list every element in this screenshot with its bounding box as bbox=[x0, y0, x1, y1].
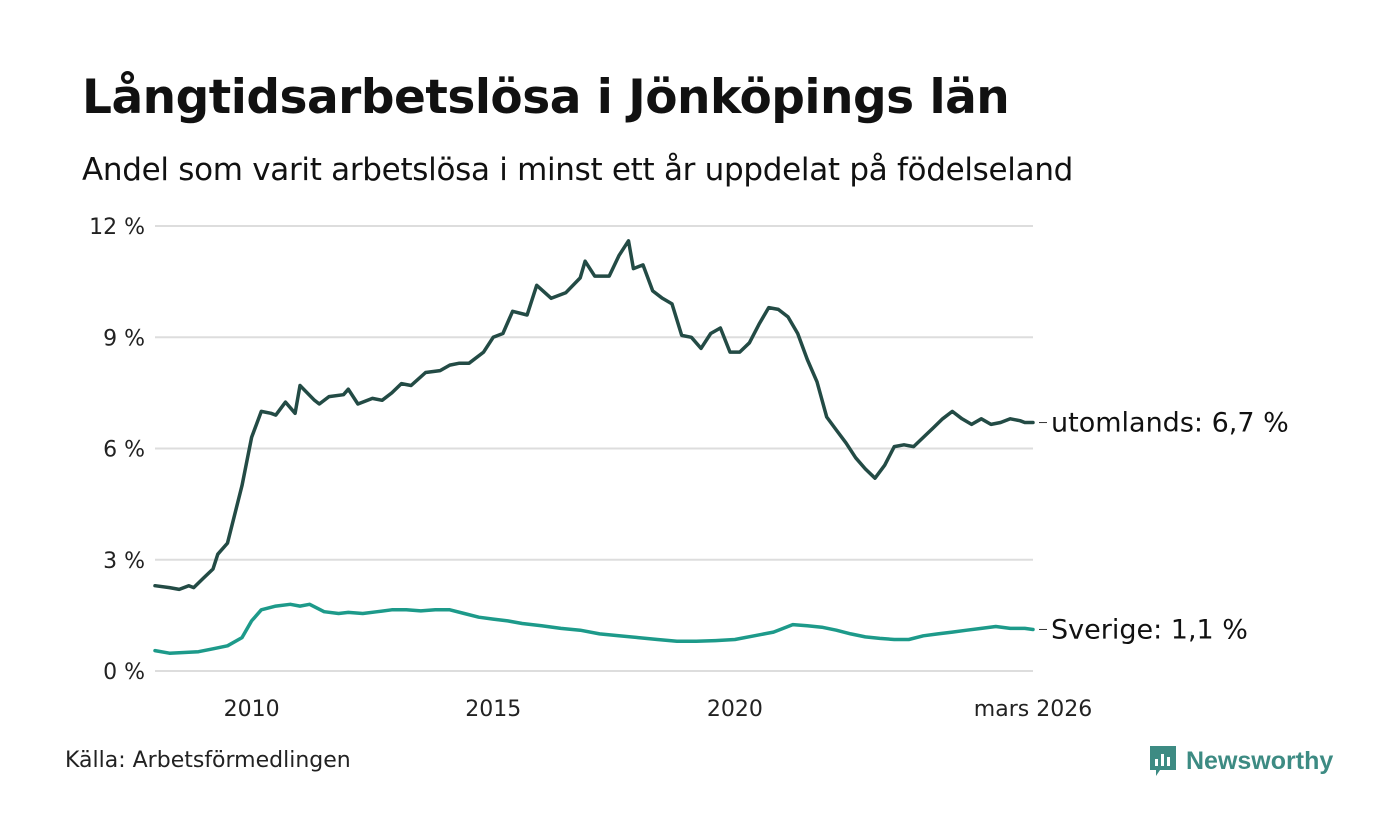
series-line-sverige bbox=[153, 602, 1035, 655]
chart-subtitle: Andel som varit arbetslösa i minst ett å… bbox=[82, 152, 1074, 188]
series-lines bbox=[153, 239, 1035, 655]
source-note: Källa: Arbetsförmedlingen bbox=[65, 748, 351, 773]
chart-title: Långtidsarbetslösa i Jönköpings län bbox=[82, 70, 1010, 125]
gridlines bbox=[155, 225, 1033, 672]
x-tick-label: 2010 bbox=[224, 697, 280, 722]
x-axis-ticks: 2010 2015 2020 mars 2026 bbox=[224, 697, 1093, 722]
y-tick-label: 0 % bbox=[103, 660, 145, 685]
x-tick-label: mars 2026 bbox=[974, 697, 1092, 722]
y-tick-label: 3 % bbox=[103, 549, 145, 574]
line-chart: 0 % 3 % 6 % 9 % 12 % 2010 2015 2020 mars 2026 u… bbox=[89, 215, 1289, 722]
newsworthy-logo-icon bbox=[1150, 746, 1176, 776]
x-tick-label: 2015 bbox=[465, 697, 521, 722]
end-label-sverige: Sverige: 1,1 % bbox=[1051, 614, 1248, 645]
y-tick-label: 6 % bbox=[103, 438, 145, 463]
brand-logo: Newsworthy bbox=[1148, 744, 1333, 778]
series-line-utomlands bbox=[153, 239, 1035, 592]
y-tick-label: 9 % bbox=[103, 326, 145, 351]
y-tick-label: 12 % bbox=[89, 215, 145, 240]
end-label-utomlands: utomlands: 6,7 % bbox=[1051, 408, 1289, 439]
series-end-labels: utomlands: 6,7 % Sverige: 1,1 % bbox=[1039, 408, 1289, 645]
y-axis-ticks: 0 % 3 % 6 % 9 % 12 % bbox=[89, 215, 145, 685]
x-tick-label: 2020 bbox=[707, 697, 763, 722]
brand-name: Newsworthy bbox=[1186, 746, 1334, 775]
